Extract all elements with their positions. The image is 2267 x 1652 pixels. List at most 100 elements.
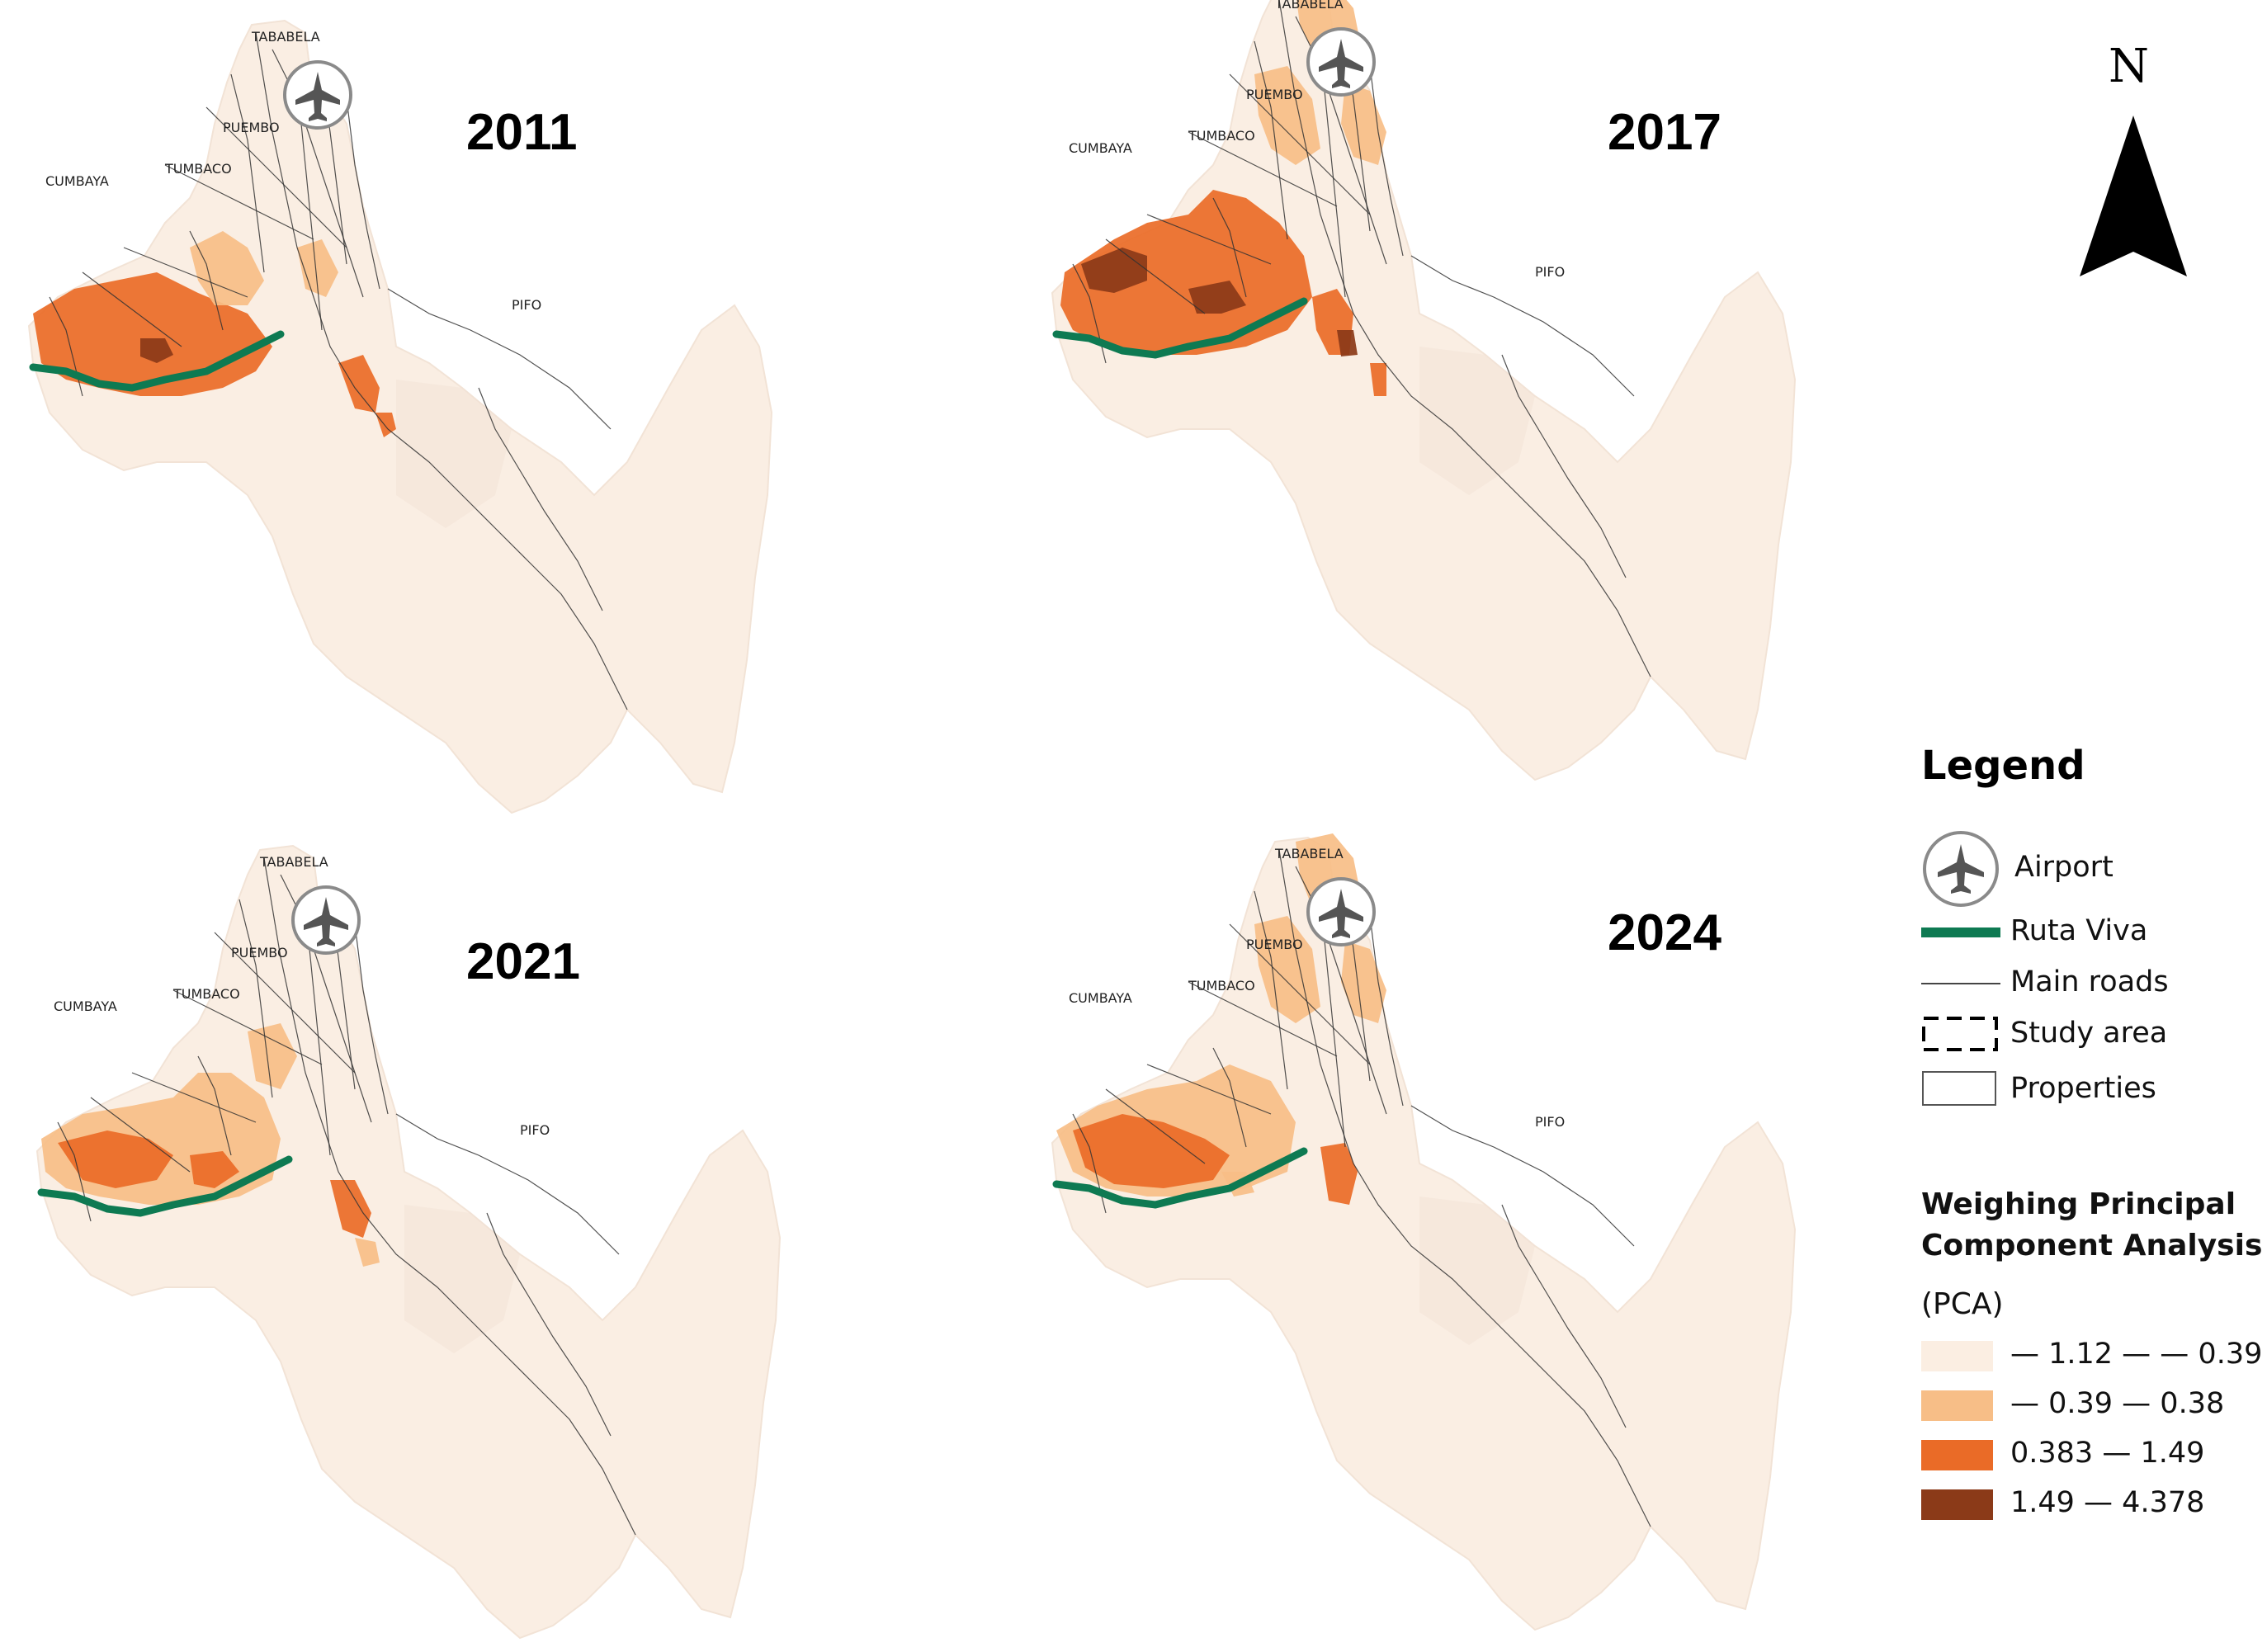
airplane-icon	[291, 885, 361, 955]
legend: Legend Airport Ruta Viva Main roads Stud…	[1921, 743, 2267, 1650]
main-road	[1146, 1064, 1272, 1115]
year-label-2017: 2017	[1608, 104, 1722, 161]
pca-class-2-label: — 0.39 — 0.38	[2010, 1387, 2225, 1420]
pca-title-line-1: Weighing Principal	[1921, 1187, 2236, 1221]
airplane-icon	[283, 60, 352, 130]
pca-zone-ml	[190, 231, 264, 305]
pca-class-3-label: 0.383 — 1.49	[2010, 1437, 2205, 1470]
legend-item-study-area: Study area	[1921, 1015, 2267, 1064]
main-road	[1229, 923, 1371, 1065]
terrain-shade	[1419, 347, 1535, 495]
place-label-pifo: PIFO	[1535, 1114, 1565, 1130]
pca-zone-mh	[1073, 1114, 1230, 1188]
pca-swatch-1	[1921, 1341, 1993, 1371]
main-road	[478, 387, 603, 611]
main-road	[486, 1212, 612, 1437]
legend-item-properties: Properties	[1921, 1069, 2267, 1118]
pca-class-1-label: — 1.12 — — 0.39	[2010, 1338, 2263, 1371]
terrain-shade	[396, 380, 512, 528]
pca-class-2: — 0.39 — 0.38	[1921, 1387, 2267, 1440]
airplane-icon	[1923, 831, 1999, 907]
map-2011: TABABELA PUEMBO TUMBACO CUMBAYA PIFO	[27, 19, 773, 814]
map-2017: TABABELA PUEMBO TUMBACO CUMBAYA PIFO	[1051, 0, 1797, 781]
place-label-cumbaya: CUMBAYA	[54, 998, 117, 1014]
legend-ruta-viva-label: Ruta Viva	[2010, 914, 2148, 947]
pca-class-3: 0.383 — 1.49	[1921, 1437, 2267, 1489]
map-panel-2024: TABABELA PUEMBO TUMBACO CUMBAYA PIFO	[1023, 817, 1849, 1642]
main-road	[1105, 238, 1206, 314]
pca-zone-mh	[1320, 1143, 1358, 1205]
place-label-tumbaco: TUMBACO	[172, 986, 240, 1002]
pca-zone-ml	[1341, 941, 1386, 1023]
pca-zone-ml	[1254, 66, 1320, 165]
main-road	[82, 271, 182, 347]
place-label-cumbaya: CUMBAYA	[1069, 140, 1132, 156]
pca-zone-h	[1337, 330, 1358, 356]
main-road	[239, 899, 273, 1098]
pca-class-1: — 1.12 — — 0.39	[1921, 1338, 2267, 1390]
main-road	[1501, 1204, 1627, 1428]
legend-item-ruta-viva: Ruta Viva	[1921, 914, 2267, 965]
place-label-tababela: TABABELA	[259, 854, 328, 870]
pca-zone-ml	[248, 1023, 297, 1089]
place-label-puembo: PUEMBO	[1246, 87, 1303, 102]
pca-class-4-label: 1.49 — 4.378	[2010, 1486, 2205, 1519]
pca-swatch-2	[1921, 1390, 1993, 1421]
pca-zone-ml	[355, 1238, 380, 1267]
pca-zone-mh	[58, 1130, 173, 1188]
north-arrow-label: N	[2109, 40, 2149, 93]
pca-zone-ml	[297, 239, 338, 297]
year-label-2021: 2021	[466, 933, 580, 990]
main-road	[1188, 981, 1338, 1057]
main-road	[1105, 1088, 1206, 1164]
place-label-tababela: TABABELA	[251, 29, 320, 45]
year-label-2011: 2011	[466, 104, 578, 161]
pca-swatch-4	[1921, 1489, 1993, 1520]
legend-item-airport: Airport	[1921, 829, 2267, 907]
map-2021: TABABELA PUEMBO TUMBACO CUMBAYA PIFO	[35, 844, 782, 1640]
place-label-tababela: TABABELA	[1274, 0, 1344, 12]
main-road	[1410, 255, 1635, 397]
ruta-viva-route	[37, 1155, 293, 1217]
legend-properties-label: Properties	[2010, 1072, 2156, 1105]
main-road	[255, 32, 628, 710]
place-label-pifo: PIFO	[1535, 264, 1565, 280]
legend-study-area-label: Study area	[2010, 1017, 2168, 1050]
main-road	[1146, 214, 1272, 265]
pca-zone-ml	[1341, 83, 1386, 165]
pca-title-line-2: Component Analysis	[1921, 1229, 2263, 1263]
main-road	[1212, 197, 1247, 298]
main-road	[131, 1072, 257, 1123]
pca-zone-mh	[1060, 190, 1312, 355]
outline-box	[1922, 1071, 1996, 1106]
place-label-pifo: PIFO	[512, 297, 541, 313]
main-road	[1501, 354, 1627, 578]
airplane-icon	[1306, 877, 1376, 946]
place-label-tumbaco: TUMBACO	[1188, 978, 1255, 994]
ruta-viva-line	[1921, 927, 2000, 937]
main-road	[164, 164, 314, 240]
pca-zone-mh	[338, 355, 380, 413]
main-road	[1369, 65, 1404, 257]
main-road	[395, 1113, 620, 1255]
map-2024: TABABELA PUEMBO TUMBACO CUMBAYA PIFO	[1051, 833, 1797, 1631]
main-road	[1254, 40, 1288, 240]
place-label-cumbaya: CUMBAYA	[1069, 990, 1132, 1006]
main-road	[205, 106, 347, 248]
north-arrow-icon	[2080, 116, 2187, 276]
place-label-tumbaco: TUMBACO	[164, 161, 232, 177]
main-road	[346, 98, 380, 290]
main-road	[172, 989, 323, 1065]
place-label-puembo: PUEMBO	[1246, 937, 1303, 952]
dashed-box	[1922, 1017, 1998, 1051]
legend-item-main-roads: Main roads	[1921, 965, 2267, 1017]
pca-subtitle: (PCA)	[1921, 1287, 2004, 1321]
place-label-cumbaya: CUMBAYA	[45, 173, 109, 189]
ruta-viva-route	[1052, 1147, 1308, 1209]
road-line	[1921, 983, 2000, 984]
year-label-2024: 2024	[1608, 904, 1722, 961]
ruta-viva-route	[29, 330, 285, 392]
map-panel-2021: TABABELA PUEMBO TUMBACO CUMBAYA PIFO	[8, 825, 834, 1650]
main-road	[1278, 849, 1651, 1527]
airplane-icon	[1306, 27, 1376, 97]
